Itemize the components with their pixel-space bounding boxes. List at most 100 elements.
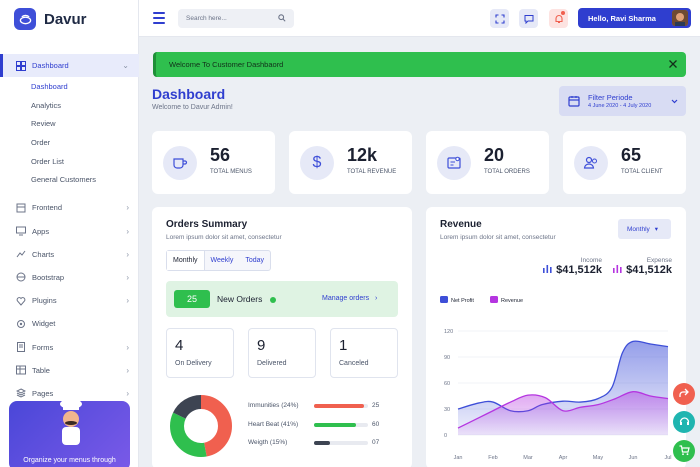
cup-icon — [163, 146, 197, 180]
cart-button[interactable] — [673, 440, 695, 462]
notification-dot — [561, 11, 565, 15]
sidebar-item-frontend[interactable]: Frontend › — [0, 196, 139, 219]
stat-card-orders: 20 TOTAL ORDERS — [426, 131, 549, 194]
sidebar-item-widget[interactable]: Widget — [0, 312, 139, 335]
user-menu-button[interactable]: Hello, Ravi Sharma — [578, 8, 691, 28]
cart-icon — [679, 444, 690, 458]
bootstrap-icon — [16, 272, 26, 282]
mini-stat-on-delivery: 4 On Delivery — [166, 328, 234, 378]
support-button[interactable] — [673, 411, 695, 433]
y-tick-label: 60 — [444, 381, 450, 387]
sidebar-item-label: Table — [32, 365, 50, 375]
stat-card-revenue: $ 12k TOTAL REVENUE — [289, 131, 412, 194]
chevron-right-icon: › — [375, 295, 378, 302]
status-dot — [270, 297, 276, 303]
menu-toggle-icon[interactable] — [153, 12, 165, 27]
new-orders-label: New Orders — [217, 294, 263, 304]
sidebar-item-label: Pages — [32, 388, 54, 398]
sidebar-item-plugins[interactable]: Plugins › — [0, 289, 139, 312]
filter-range: 4 June 2020 - 4 July 2020 — [588, 103, 652, 109]
dollar-icon: $ — [300, 146, 334, 180]
breakdown-label: Weigth (15%) — [248, 439, 288, 446]
income-value: $41,512k — [556, 264, 602, 276]
sidebar-item-dashboard[interactable]: Dashboard ⌄ — [0, 54, 139, 78]
sidebar-item-table[interactable]: Table › — [0, 359, 139, 382]
sidebar-item-label: Forms — [32, 342, 54, 352]
page-subtitle: Welcome to Davur Admin! — [152, 104, 233, 111]
breakdown-track — [314, 404, 368, 408]
breakdown-bar — [314, 423, 357, 427]
sidebar-item-label: Apps — [32, 226, 50, 236]
chevron-right-icon: › — [126, 342, 129, 352]
new-orders-count: 25 — [174, 290, 210, 308]
manage-orders-label: Manage orders — [322, 295, 370, 302]
legend-swatch — [440, 296, 448, 303]
expense-bars-icon — [613, 264, 622, 276]
submenu-item-dashboard[interactable]: Dashboard — [31, 82, 68, 92]
promo-card[interactable]: Organize your menus through — [9, 401, 130, 467]
alert-message: Welcome To Customer Dashbaord — [169, 60, 284, 69]
welcome-alert: Welcome To Customer Dashbaord — [153, 52, 686, 77]
mini-stat-value: 9 — [257, 337, 266, 354]
chat-icon[interactable] — [519, 9, 538, 28]
sidebar-item-forms[interactable]: Forms › — [0, 335, 139, 358]
calendar-icon — [568, 95, 580, 109]
close-icon[interactable] — [668, 59, 678, 69]
sidebar-item-pages[interactable]: Pages › — [0, 382, 139, 405]
submenu-item-analytics[interactable]: Analytics — [31, 100, 62, 110]
tab-monthly[interactable]: Monthly — [167, 251, 205, 270]
fullscreen-icon[interactable] — [490, 9, 509, 28]
headset-icon — [679, 416, 690, 429]
tab-weekly[interactable]: Weekly — [210, 257, 234, 264]
chevron-right-icon: › — [126, 296, 129, 306]
period-label: Monthly — [627, 225, 650, 233]
stat-label: TOTAL MENUS — [210, 169, 252, 175]
revenue-area-chart: Net Profit Revenue 0 30 60 90 120 Jan Feb Mar Apr M… — [440, 296, 672, 461]
submenu-item-review[interactable]: Review — [31, 119, 56, 129]
frontend-icon — [16, 203, 26, 213]
promo-text: Organize your menus through — [23, 457, 116, 464]
notification-bell-icon[interactable] — [549, 9, 568, 28]
submenu-item-order[interactable]: Order — [31, 138, 51, 148]
card-title: Orders Summary — [166, 219, 248, 230]
search-icon[interactable] — [278, 13, 286, 24]
card-subtitle: Lorem ipsum dolor sit amet, consectetur — [440, 234, 556, 241]
search-input[interactable]: Search here... — [186, 15, 227, 22]
sidebar-item-label: Plugins — [32, 296, 57, 306]
chevron-right-icon: › — [126, 272, 129, 282]
sidebar-item-charts[interactable]: Charts › — [0, 243, 139, 266]
filter-title: Filter Periode — [588, 93, 633, 102]
series-line-net-profit — [457, 340, 669, 413]
breakdown-track — [314, 423, 368, 427]
x-tick-label: Jun — [629, 455, 638, 461]
submenu-item-order-list[interactable]: Order List — [31, 156, 64, 166]
new-orders-panel: 25 New Orders Manage orders › — [166, 281, 398, 317]
stat-value: 65 — [621, 145, 642, 165]
breakdown-value: 60 — [372, 421, 380, 428]
y-tick-label: 30 — [444, 407, 450, 413]
breakdown-row-immunities: Immunities (24%) 25 — [248, 401, 388, 411]
sidebar-item-label: Charts — [32, 249, 55, 259]
revenue-period-dropdown[interactable]: Monthly ▾ — [618, 219, 671, 239]
stat-value: 56 — [210, 145, 231, 165]
mini-stat-label: Canceled — [339, 360, 369, 367]
submenu-item-general-customers[interactable]: General Customers — [31, 175, 97, 185]
expense-summary: Expense $41,512k — [608, 257, 672, 276]
y-tick-label: 120 — [444, 329, 453, 335]
tab-today[interactable]: Today — [245, 257, 265, 264]
manage-orders-link[interactable]: Manage orders › — [322, 295, 377, 302]
stat-label: TOTAL REVENUE — [347, 169, 397, 175]
app-logo[interactable]: Davur — [14, 8, 87, 30]
sidebar-item-bootstrap[interactable]: Bootstrap › — [0, 266, 139, 289]
caret-down-icon: ▾ — [654, 226, 659, 233]
dashboard-icon — [16, 60, 26, 71]
filter-period-dropdown[interactable]: Filter Periode 4 June 2020 - 4 July 2020 — [559, 86, 686, 116]
mini-stat-label: On Delivery — [175, 360, 212, 367]
plugins-icon — [16, 296, 26, 306]
widget-icon — [16, 319, 26, 329]
sidebar-menu: Dashboard ⌄ Dashboard Analytics Review O… — [0, 54, 139, 405]
charts-icon — [16, 249, 26, 259]
share-button[interactable] — [673, 383, 695, 405]
search-box[interactable]: Search here... — [178, 9, 294, 28]
sidebar-item-apps[interactable]: Apps › — [0, 220, 139, 243]
